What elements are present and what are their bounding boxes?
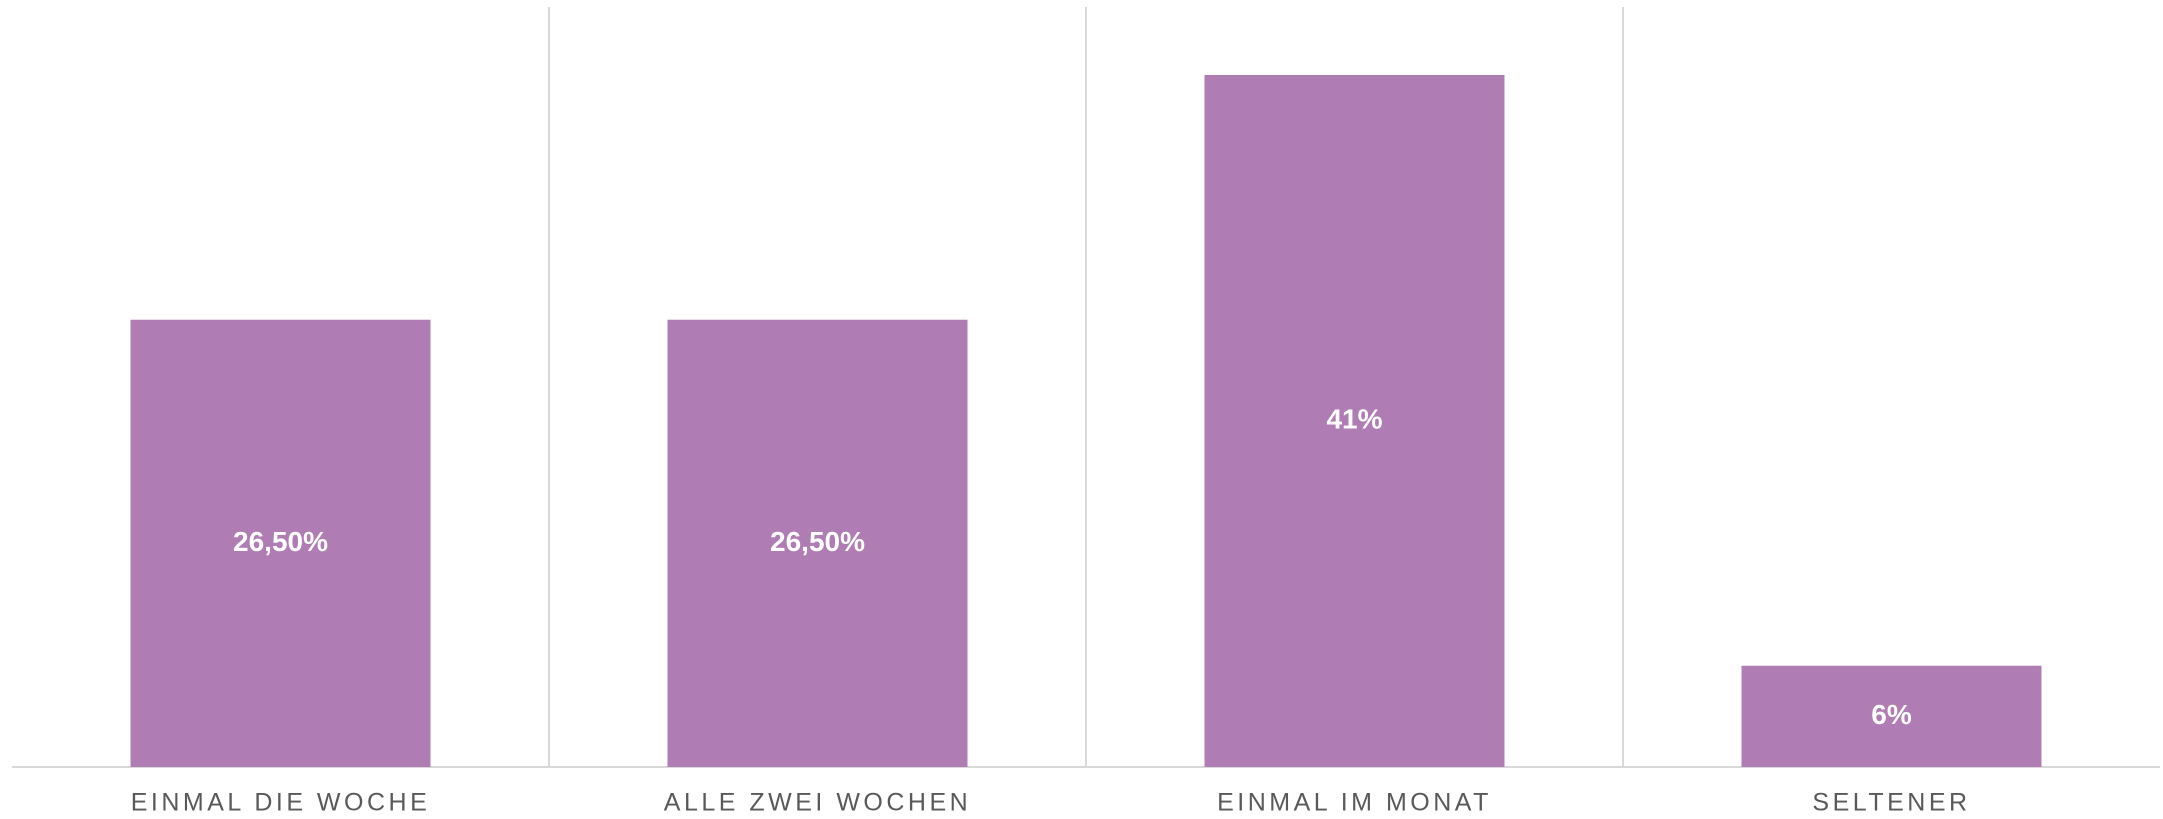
x-tick-label: ALLE ZWEI WOCHEN xyxy=(664,789,971,817)
x-tick-label: EINMAL DIE WOCHE xyxy=(131,789,431,817)
x-tick-label: EINMAL IM MONAT xyxy=(1217,789,1492,817)
data-label: 6% xyxy=(1871,699,1912,730)
bar xyxy=(130,319,431,767)
data-label: 41% xyxy=(1326,403,1382,434)
bar xyxy=(667,319,968,767)
bar xyxy=(1741,665,2042,767)
x-tick-label: SELTENER xyxy=(1812,789,1970,817)
data-label: 26,50% xyxy=(233,526,328,557)
bar xyxy=(1204,75,1505,767)
data-label: 26,50% xyxy=(770,526,865,557)
